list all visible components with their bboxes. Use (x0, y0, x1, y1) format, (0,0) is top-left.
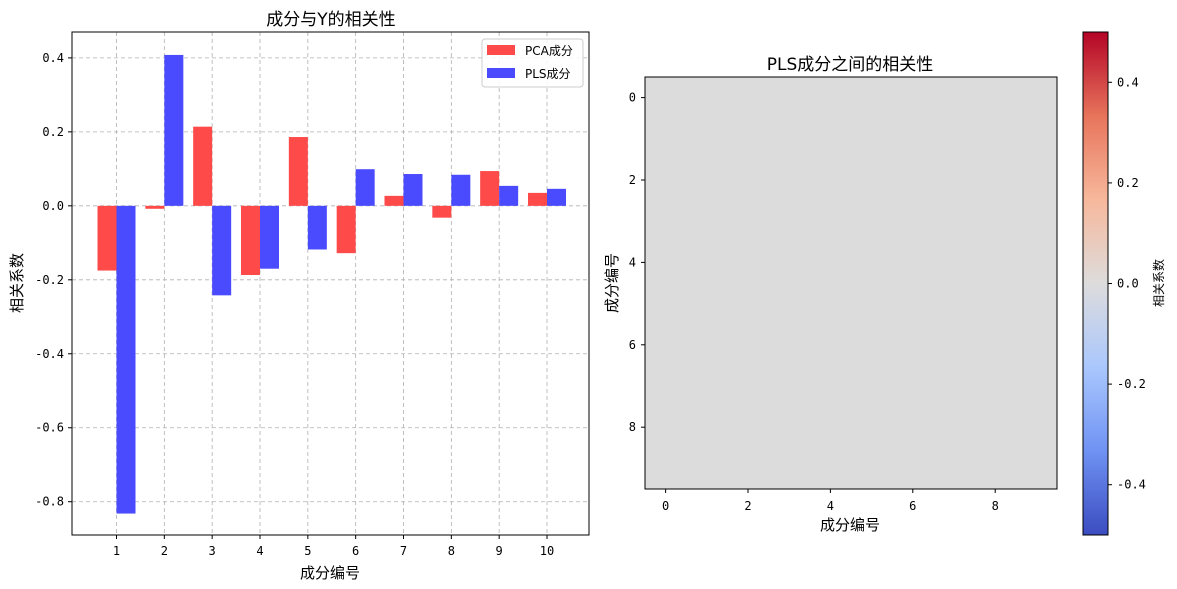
heatmap-x-label: 成分编号 (820, 516, 880, 534)
x-tick-label: 4 (256, 544, 263, 558)
bar-chart-title: 成分与Y的相关性 (266, 10, 395, 30)
bar-pca-5 (288, 137, 308, 206)
heatmap-image (644, 76, 1058, 490)
bar-chart-y-label: 相关系数 (8, 253, 26, 313)
heatmap-x-tick-label: 8 (992, 499, 999, 513)
bar-chart-bars (97, 54, 566, 514)
x-tick-label: 2 (161, 544, 168, 558)
colorbar-tick-label: 0.2 (1117, 176, 1139, 190)
colorbar-tick-label: 0.0 (1117, 277, 1139, 291)
colorbar-tick-label: -0.2 (1117, 377, 1146, 391)
legend-swatch-pls (487, 68, 515, 78)
y-tick-label: 0.2 (42, 125, 64, 139)
bar-pls-6 (355, 169, 375, 206)
heatmap-y-tick-label: 6 (629, 338, 636, 352)
x-tick-label: 1 (113, 544, 120, 558)
x-tick-label: 10 (540, 544, 554, 558)
y-tick-label: 0.4 (42, 51, 64, 65)
heatmap-x-tick-label: 4 (827, 499, 834, 513)
bar-chart-legend: PCA成分 PLS成分 (481, 38, 584, 88)
bar-pls-8 (451, 174, 471, 206)
bar-pls-4 (260, 205, 279, 269)
x-tick-label: 3 (209, 544, 216, 558)
colorbar-tick-label: 0.4 (1117, 75, 1139, 89)
colorbar-ticks: -0.4 -0.2 0.0 0.2 0.4 (1108, 75, 1146, 492)
x-tick-label: 7 (400, 544, 407, 558)
bar-chart: 成分与Y的相关性 -0.8 -0.6 -0.4 -0.2 0.0 0.2 0.4 1 2 3 4 5… (8, 10, 590, 582)
bar-pls-7 (403, 174, 423, 206)
heatmap-y-tick-label: 4 (629, 255, 636, 269)
x-tick-label: 9 (496, 544, 503, 558)
x-tick-label: 8 (448, 544, 455, 558)
bar-chart-frame (71, 31, 590, 536)
x-tick-label: 5 (304, 544, 311, 558)
bar-pca-4 (241, 205, 260, 275)
bar-chart-x-label: 成分编号 (300, 564, 360, 582)
colorbar (1082, 31, 1109, 536)
legend-swatch-pca (487, 45, 515, 55)
bar-pca-7 (384, 195, 404, 206)
bar-pca-6 (336, 205, 356, 254)
colorbar-tick-label: -0.4 (1117, 478, 1146, 492)
heatmap-x-tick-label: 0 (662, 499, 669, 513)
bar-pca-3 (193, 126, 213, 206)
colorbar-label: 相关系数 (1151, 259, 1166, 307)
heatmap-x-ticks: 0 2 4 6 8 (662, 489, 999, 513)
bar-pls-5 (307, 205, 327, 250)
heatmap-y-tick-label: 2 (629, 173, 636, 187)
heatmap-y-label: 成分编号 (603, 253, 621, 313)
y-tick-label: -0.2 (35, 273, 64, 287)
bar-chart-y-ticks: -0.8 -0.6 -0.4 -0.2 0.0 0.2 0.4 (35, 51, 72, 509)
bar-pca-10 (528, 192, 547, 206)
heatmap-y-tick-label: 0 (629, 91, 636, 105)
bar-pls-10 (547, 188, 566, 206)
bar-pls-9 (499, 185, 519, 206)
y-tick-label: 0.0 (42, 199, 64, 213)
bar-pca-8 (432, 205, 452, 218)
bar-pls-1 (116, 205, 136, 514)
legend-label-pca: PCA成分 (525, 44, 573, 58)
bar-chart-grid (72, 32, 589, 535)
bar-pca-1 (97, 205, 117, 271)
bar-pca-9 (480, 171, 500, 206)
y-tick-label: -0.6 (35, 421, 64, 435)
heatmap-x-tick-label: 6 (909, 499, 916, 513)
legend-label-pls: PLS成分 (525, 67, 571, 81)
heatmap-x-tick-label: 2 (744, 499, 751, 513)
bar-pls-3 (212, 205, 232, 296)
heatmap-y-tick-label: 8 (629, 420, 636, 434)
x-tick-label: 6 (352, 544, 359, 558)
y-tick-label: -0.4 (35, 347, 64, 361)
heatmap-title: PLS成分之间的相关性 (767, 55, 934, 75)
y-tick-label: -0.8 (35, 495, 64, 509)
heatmap-y-ticks: 0 2 4 6 8 (629, 91, 645, 434)
bar-pls-2 (164, 54, 184, 206)
bar-pca-2 (145, 205, 165, 209)
bar-chart-x-ticks: 1 2 3 4 5 6 7 8 9 10 (113, 535, 554, 558)
